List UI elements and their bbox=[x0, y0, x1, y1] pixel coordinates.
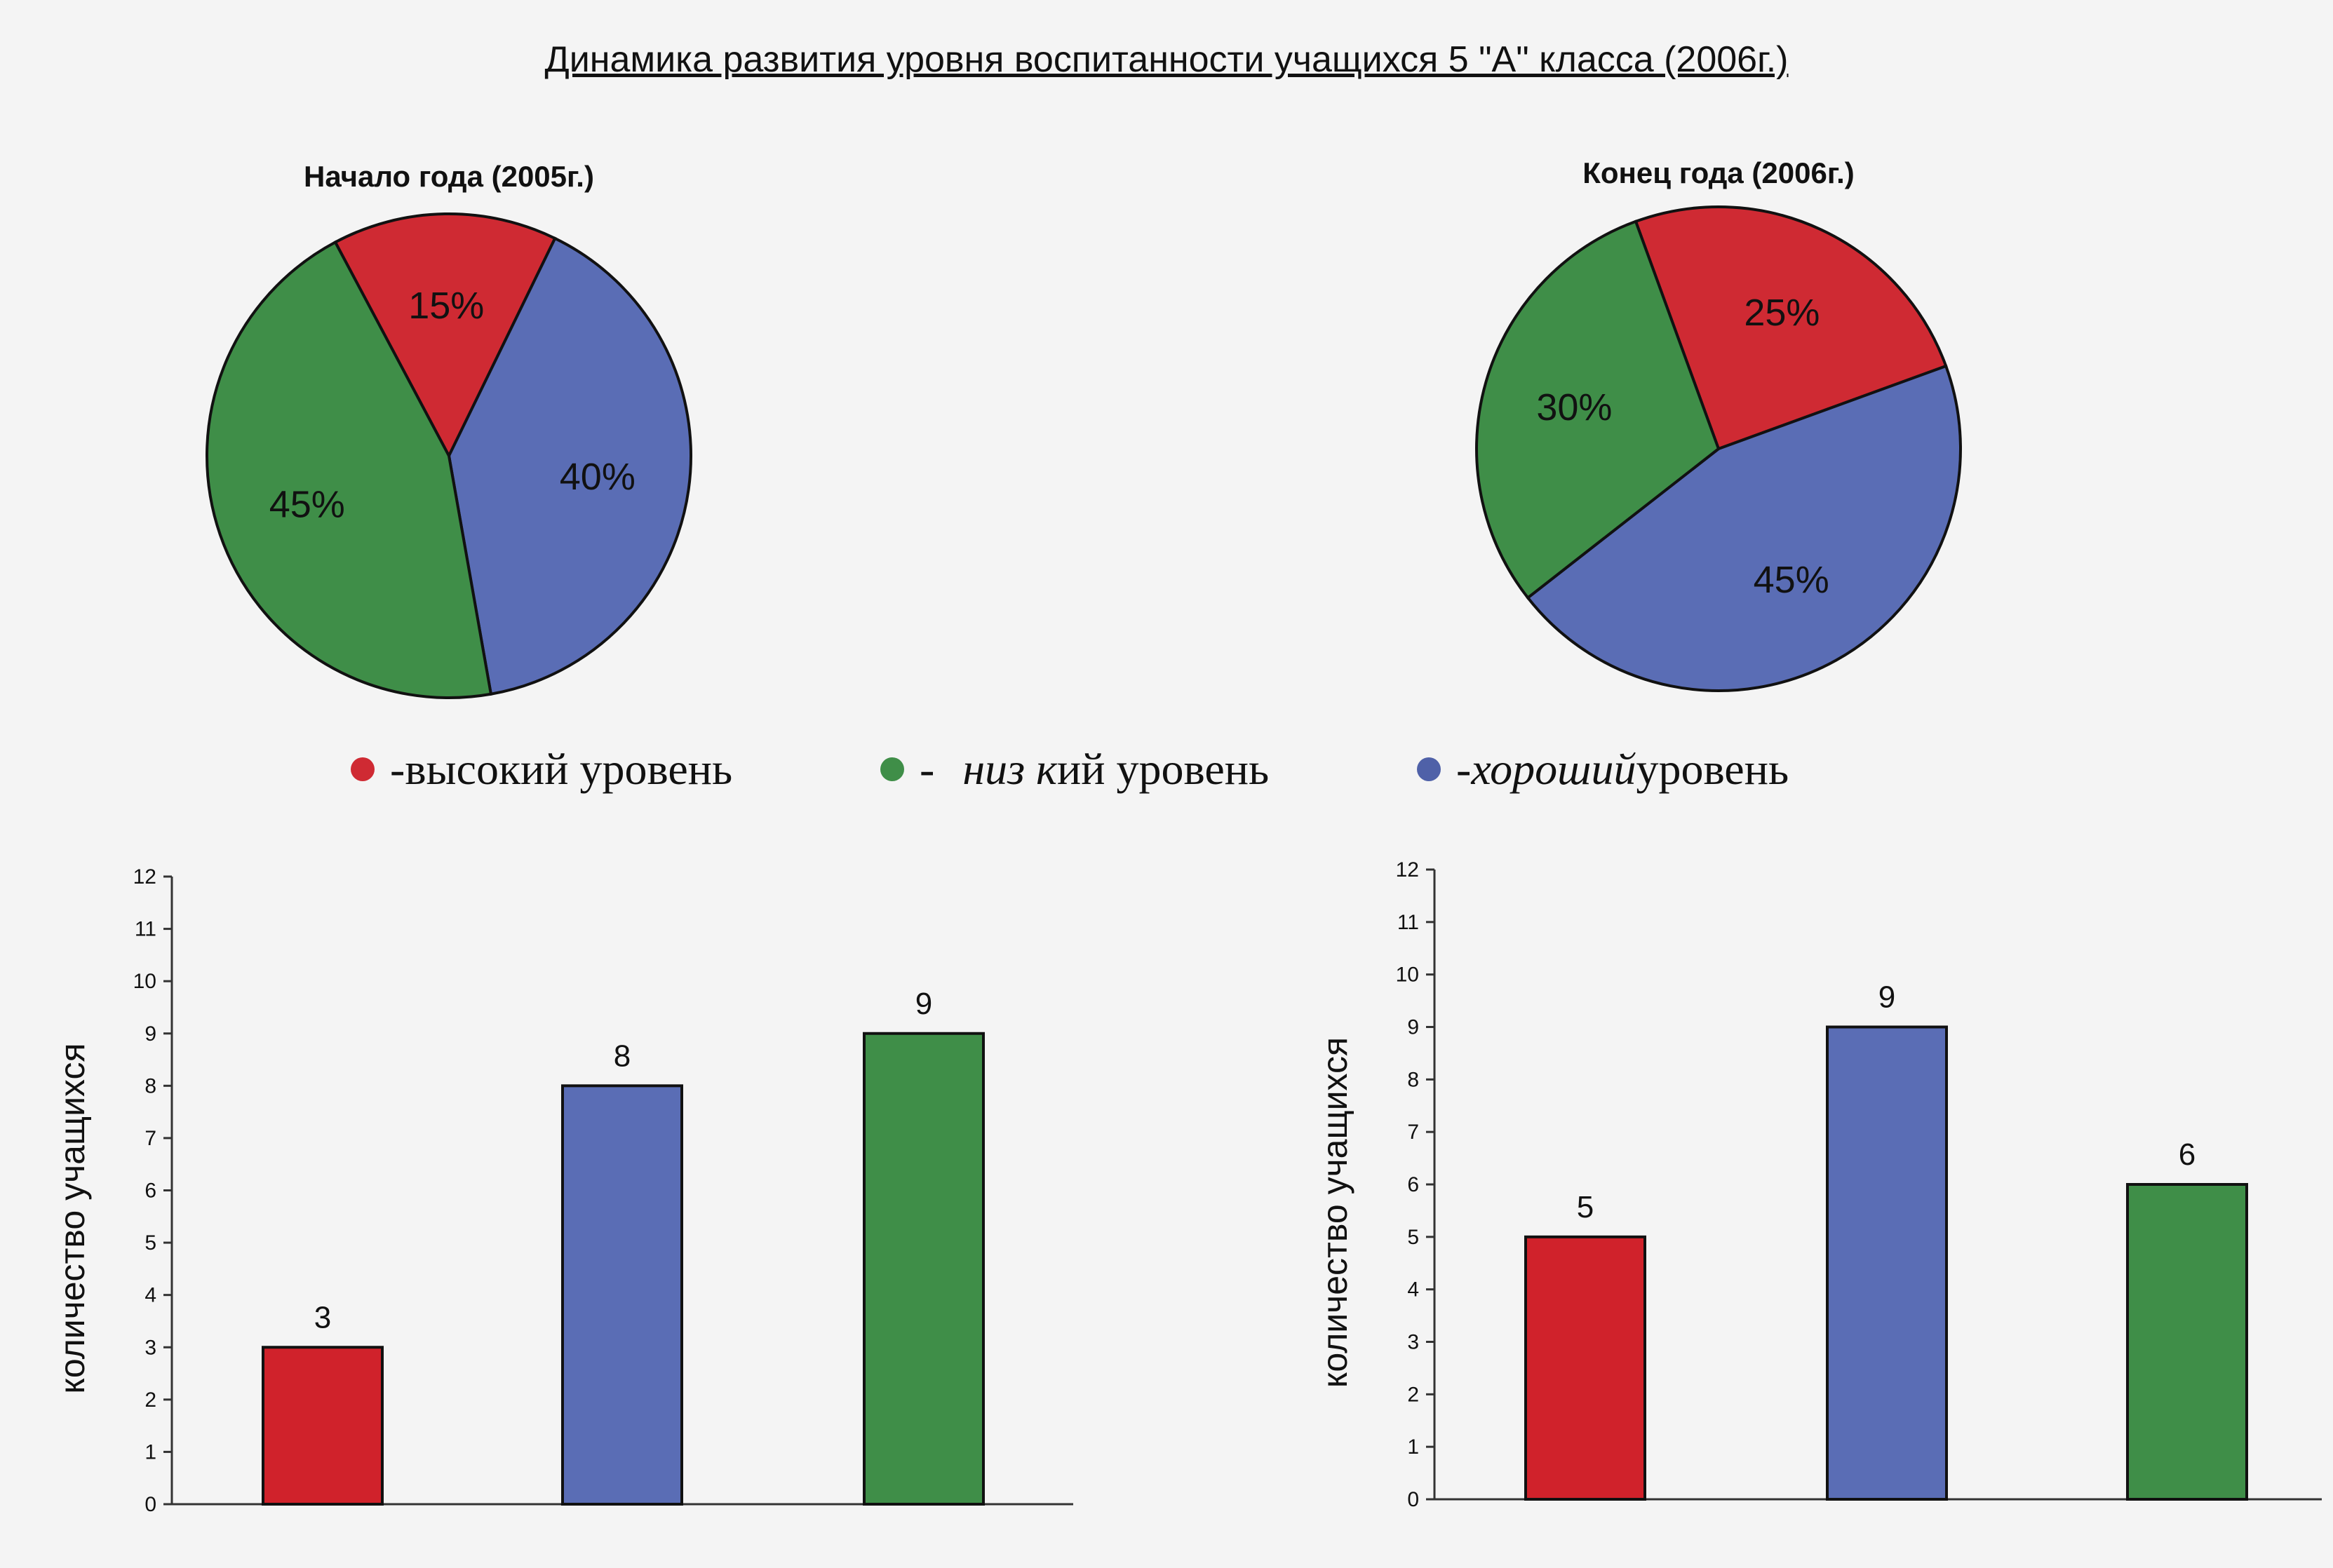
pie-slice-label: 15% bbox=[408, 285, 484, 327]
legend-item-high: - высокий уровень bbox=[351, 743, 732, 795]
pie-slice bbox=[1475, 219, 1721, 600]
bar-value-label: 5 bbox=[1577, 1190, 1594, 1224]
y-tick-label: 12 bbox=[133, 865, 156, 888]
pie-slice bbox=[1526, 364, 1962, 692]
bar bbox=[863, 1032, 985, 1506]
y-tick-label: 4 bbox=[1407, 1278, 1419, 1302]
bar-value-label: 3 bbox=[314, 1300, 331, 1334]
legend-marker bbox=[351, 757, 375, 781]
pie-slice bbox=[1634, 205, 1948, 451]
pie-slice-label: 45% bbox=[1754, 559, 1829, 601]
bar-value-label: 9 bbox=[1878, 980, 1895, 1015]
legend-italic: -хороший bbox=[1456, 744, 1636, 794]
pie-chart-end: 25% 45% 30% bbox=[1475, 205, 1962, 692]
y-tick-label: 0 bbox=[1407, 1488, 1419, 1511]
pie-slice bbox=[447, 236, 692, 696]
y-tick-label: 9 bbox=[144, 1022, 156, 1046]
legend-item-low: - низ к ий уровень bbox=[880, 743, 1269, 795]
bar-value-label: 9 bbox=[915, 987, 932, 1021]
legend: - высокий уровень - низ к ий уровень -хо… bbox=[0, 743, 2333, 806]
pie-slice bbox=[206, 240, 493, 699]
legend-label: уровень bbox=[1636, 744, 1789, 794]
bar-value-label: 8 bbox=[614, 1039, 631, 1073]
bar bbox=[2126, 1183, 2248, 1501]
bar bbox=[1826, 1025, 1948, 1501]
y-axis-label: количество учащихся bbox=[53, 1043, 92, 1393]
y-tick-label: 1 bbox=[144, 1440, 156, 1464]
legend-label: ий уровень bbox=[1056, 744, 1270, 794]
y-tick-label: 0 bbox=[144, 1493, 156, 1516]
y-tick-label: 3 bbox=[1407, 1331, 1419, 1354]
y-tick-label: 5 bbox=[144, 1231, 156, 1255]
pie-slice-label: 40% bbox=[560, 456, 636, 498]
y-tick-label: 2 bbox=[1407, 1383, 1419, 1406]
legend-dash: - bbox=[920, 744, 935, 794]
y-tick-label: 2 bbox=[144, 1388, 156, 1412]
y-tick-label: 7 bbox=[1407, 1121, 1419, 1144]
bar-value-label: 6 bbox=[2179, 1137, 2196, 1172]
y-tick-label: 8 bbox=[144, 1074, 156, 1097]
pie-chart-start: 15% 40% 45% bbox=[206, 212, 692, 699]
y-tick-label: 8 bbox=[1407, 1068, 1419, 1091]
y-tick-label: 3 bbox=[144, 1336, 156, 1359]
legend-dash: - bbox=[390, 744, 405, 794]
pie-title-start: Начало года (2005г.) bbox=[304, 160, 594, 193]
legend-italic: низ к bbox=[962, 744, 1057, 794]
bar bbox=[561, 1084, 683, 1506]
y-tick-label: 10 bbox=[133, 970, 156, 993]
legend-marker bbox=[1417, 757, 1441, 781]
y-tick-label: 4 bbox=[144, 1284, 156, 1307]
y-axis-label: количество учащихся bbox=[1315, 1037, 1354, 1388]
page-title: Динамика развития уровня воспитанности у… bbox=[544, 39, 1789, 80]
y-tick-label: 9 bbox=[1407, 1016, 1419, 1039]
y-tick-label: 7 bbox=[144, 1127, 156, 1150]
pie-title-end: Конец года (2006г.) bbox=[1582, 156, 1855, 189]
pie-slice-label: 30% bbox=[1536, 386, 1612, 428]
y-tick-label: 5 bbox=[1407, 1226, 1419, 1249]
y-tick-label: 12 bbox=[1396, 858, 1419, 881]
legend-label: высокий уровень bbox=[405, 744, 733, 794]
y-tick-label: 6 bbox=[144, 1180, 156, 1203]
pie-slice bbox=[333, 212, 557, 459]
bar bbox=[262, 1346, 384, 1506]
y-tick-label: 10 bbox=[1396, 964, 1419, 987]
y-tick-label: 6 bbox=[1407, 1173, 1419, 1196]
legend-item-good: -хороший уровень bbox=[1417, 743, 1789, 795]
y-tick-label: 1 bbox=[1407, 1435, 1419, 1459]
legend-marker bbox=[880, 757, 904, 781]
bar bbox=[1524, 1235, 1646, 1501]
y-tick-label: 11 bbox=[1397, 911, 1419, 934]
pie-slice-label: 25% bbox=[1744, 292, 1820, 334]
y-tick-label: 11 bbox=[135, 918, 156, 941]
pie-slice-label: 45% bbox=[269, 484, 345, 526]
